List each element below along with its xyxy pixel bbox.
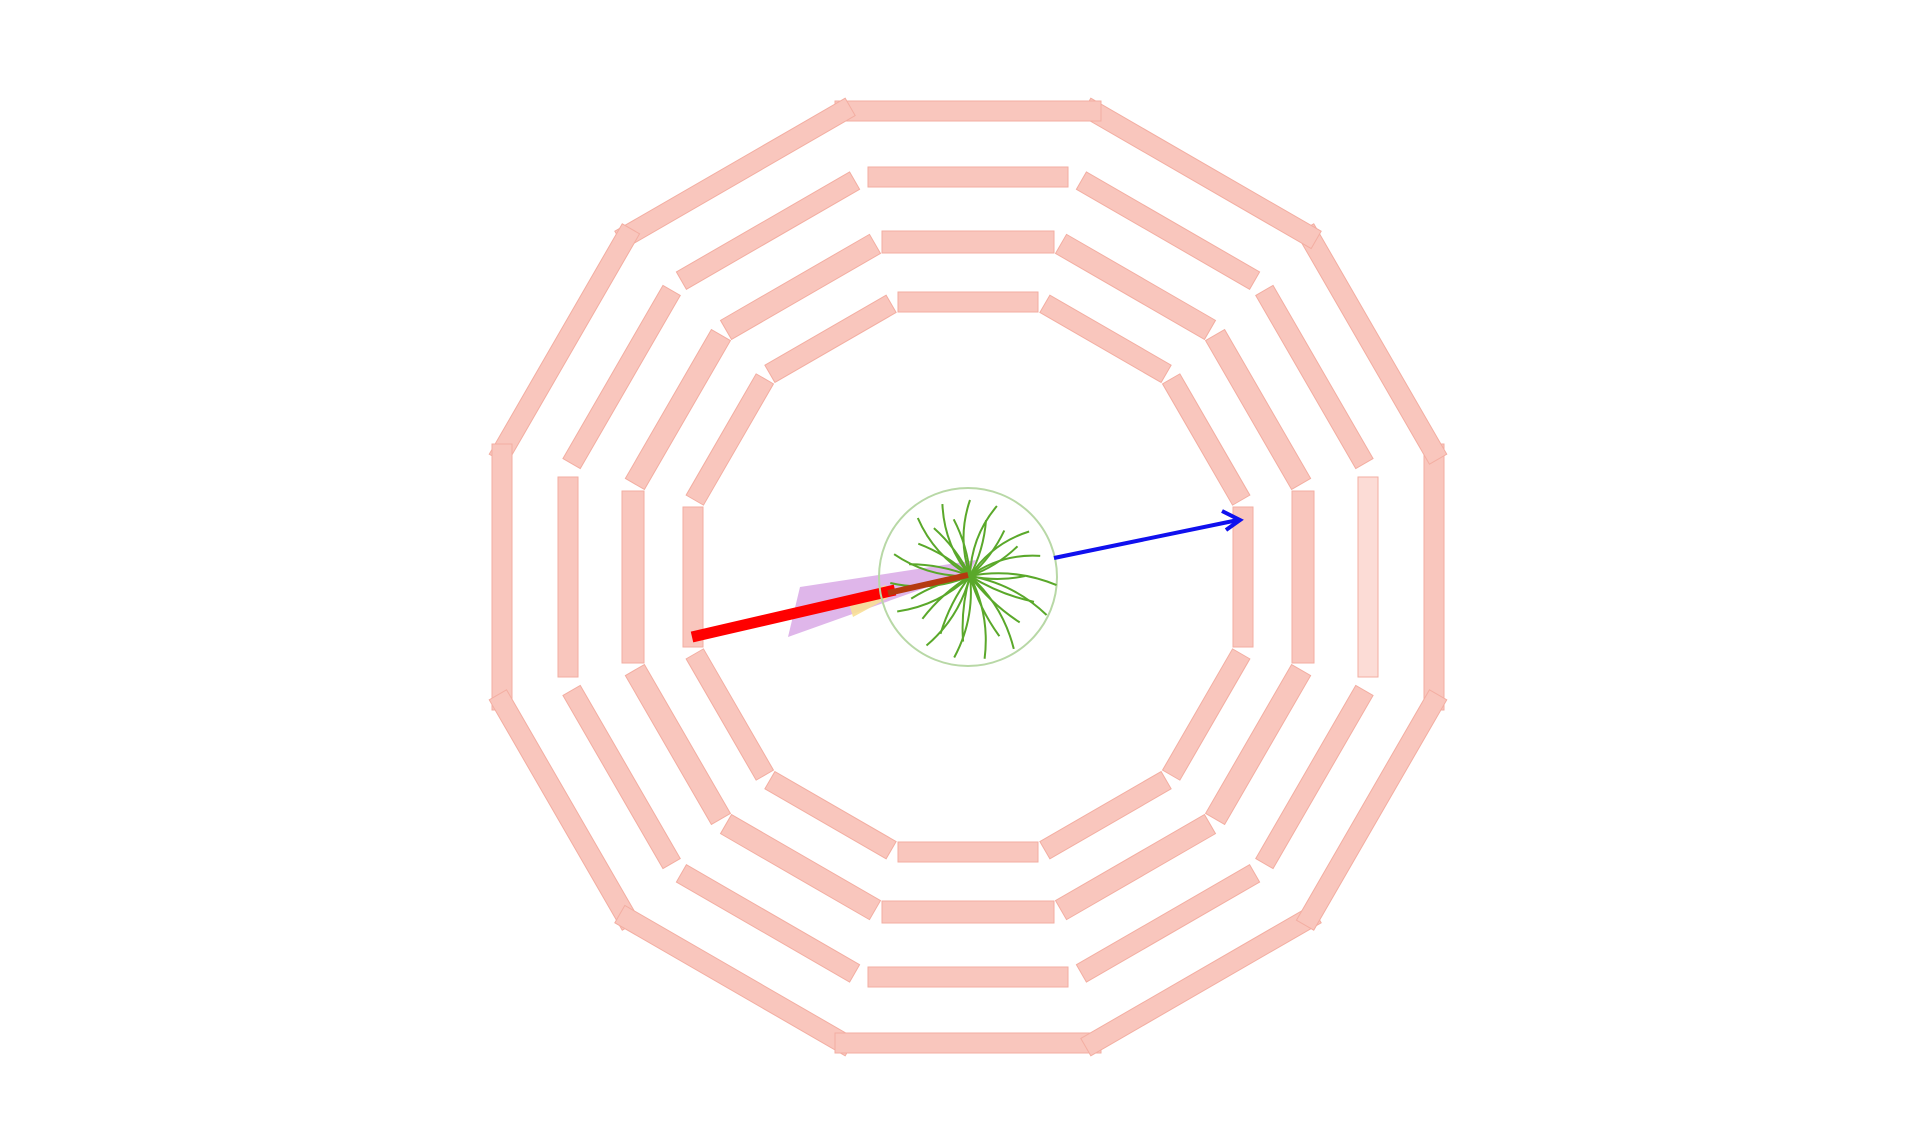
muon-chamber-station-2-sector-10: [867, 966, 1069, 988]
muon-track-inner: [887, 572, 969, 596]
inner-track: [969, 575, 1035, 603]
tracker-volume: [878, 487, 1058, 667]
muon-chamber-station-2-sector-8: [562, 684, 681, 870]
muon-chamber-station-3-sector-9: [719, 813, 882, 921]
muon-chamber-station-3-sector-2: [1204, 328, 1312, 491]
inner-track: [969, 505, 998, 577]
inner-track: [962, 499, 971, 577]
muon-chamber-station-1-sector-7: [491, 443, 513, 711]
inner-track: [969, 575, 1021, 624]
muon-chamber-station-2-sector-11: [1075, 864, 1261, 983]
inner-track: [969, 575, 1048, 616]
muon-chamber-station-2-sector-9: [675, 864, 861, 983]
muon-chambers: [488, 97, 1448, 1057]
muon-chamber-station-2-sector-12: [1255, 684, 1374, 870]
inner-track: [969, 575, 1001, 637]
muon-chamber-station-2-sector-3: [1075, 171, 1261, 290]
muon-chamber-station-4-sector-2: [1161, 373, 1251, 506]
muon-chamber-station-4-sector-8: [685, 648, 775, 781]
inner-track: [941, 504, 971, 577]
inner-track: [969, 575, 1015, 650]
muon-chamber-station-4-sector-11: [1039, 770, 1172, 860]
inner-track: [969, 575, 987, 659]
muon-chamber-station-4-sector-4: [897, 291, 1039, 313]
muon-chamber-station-3-sector-8: [624, 663, 732, 826]
muon-chamber-station-3-sector-7: [621, 490, 645, 664]
muon-chamber-station-1-sector-11: [1080, 904, 1322, 1057]
muon-chamber-station-4-sector-6: [685, 373, 775, 506]
inner-track: [952, 518, 971, 577]
inner-track: [969, 530, 1006, 577]
inner-track: [969, 530, 1030, 577]
muon-chamber-station-1-sector-1: [1423, 443, 1445, 711]
muon-chamber-station-3-sector-5: [719, 233, 882, 341]
muon-chamber-station-4-sector-1: [1232, 506, 1254, 648]
inner-track: [921, 575, 971, 620]
muon-chamber-station-4-sector-12: [1161, 648, 1251, 781]
muon-chamber-station-1-sector-12: [1295, 689, 1448, 931]
inner-track: [961, 575, 971, 642]
muon-track: [690, 584, 897, 643]
muon-chamber-station-4-sector-7: [682, 506, 704, 648]
muon-chamber-station-4-sector-5: [764, 294, 897, 384]
muon-chamber-station-1-sector-8: [488, 689, 641, 931]
muon-chamber-station-1-sector-3: [1080, 97, 1322, 250]
muon-chamber-station-3-sector-12: [1204, 663, 1312, 826]
inner-track: [969, 520, 987, 577]
muon-chamber-station-2-sector-7: [557, 476, 579, 678]
muon-chamber-station-1-sector-10: [834, 1032, 1102, 1054]
physics-objects: [690, 487, 1244, 667]
muon-chamber-station-4-sector-3: [1039, 294, 1172, 384]
inner-track: [969, 572, 1057, 587]
muon-chamber-station-4-sector-9: [764, 770, 897, 860]
muon-chamber-station-3-sector-3: [1054, 233, 1217, 341]
muon-chamber-station-3-sector-10: [881, 900, 1055, 924]
muon-chamber-station-4-sector-10: [897, 841, 1039, 863]
muon-chamber-station-2-sector-4: [867, 166, 1069, 188]
muon-chamber-station-3-sector-4: [881, 230, 1055, 254]
muon-chamber-station-1-sector-5: [614, 97, 856, 250]
muon-chamber-station-1-sector-2: [1295, 223, 1448, 465]
muon-chamber-station-2-sector-5: [675, 171, 861, 290]
muon-chamber-station-3-sector-6: [624, 328, 732, 491]
inner-track: [953, 575, 972, 658]
muon-chamber-station-1-sector-9: [614, 904, 856, 1057]
muon-chamber-station-2-sector-1: [1357, 476, 1379, 678]
muon-chamber-station-1-sector-6: [488, 223, 641, 465]
inner-track: [897, 575, 971, 613]
inner-track: [933, 527, 971, 577]
inner-track: [969, 554, 1041, 577]
missing-et-arrow: [1053, 509, 1244, 560]
muon-chamber-station-3-sector-11: [1054, 813, 1217, 921]
inner-track: [916, 517, 971, 577]
muon-chamber-station-1-sector-4: [834, 100, 1102, 122]
muon-chamber-station-2-sector-2: [1255, 284, 1374, 470]
muon-chamber-station-2-sector-6: [562, 284, 681, 470]
inner-track: [939, 575, 971, 635]
muon-chamber-station-3-sector-1: [1291, 490, 1315, 664]
